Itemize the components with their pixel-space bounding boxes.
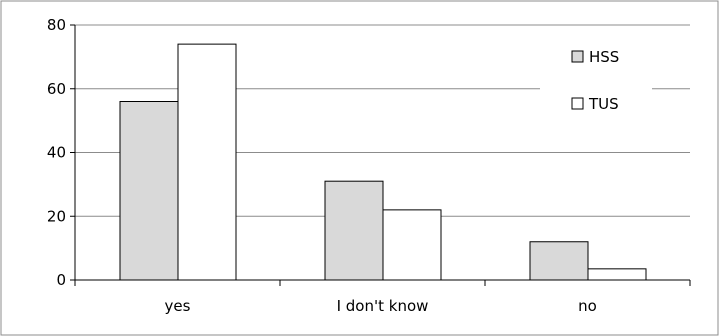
category-label: yes [165,297,191,315]
axes [70,24,691,286]
bar-hss-0 [119,101,179,281]
bar-tus-0 [177,43,237,281]
legend-box [540,35,652,145]
bar-hss-2 [529,241,589,281]
bar-tus-2 [587,268,647,281]
bar-tus-1 [382,209,442,281]
legend-swatch-hss [571,50,584,63]
y-tick-label: 40 [47,144,66,162]
y-tick-label: 20 [47,207,66,225]
y-axis-ticks: 0 20 40 60 80 [47,16,66,289]
legend: HSS TUS [540,35,652,145]
legend-label-tus: TUS [588,95,619,113]
category-label: I don't know [337,297,429,315]
legend-label-hss: HSS [589,48,619,66]
y-tick-label: 60 [47,80,66,98]
y-tick-label: 80 [47,16,66,34]
category-label: no [578,297,597,315]
bar-hss-1 [324,180,384,281]
legend-swatch-tus [571,97,584,110]
y-tick-label: 0 [56,271,66,289]
x-axis-labels: yes I don't know no [165,297,597,315]
